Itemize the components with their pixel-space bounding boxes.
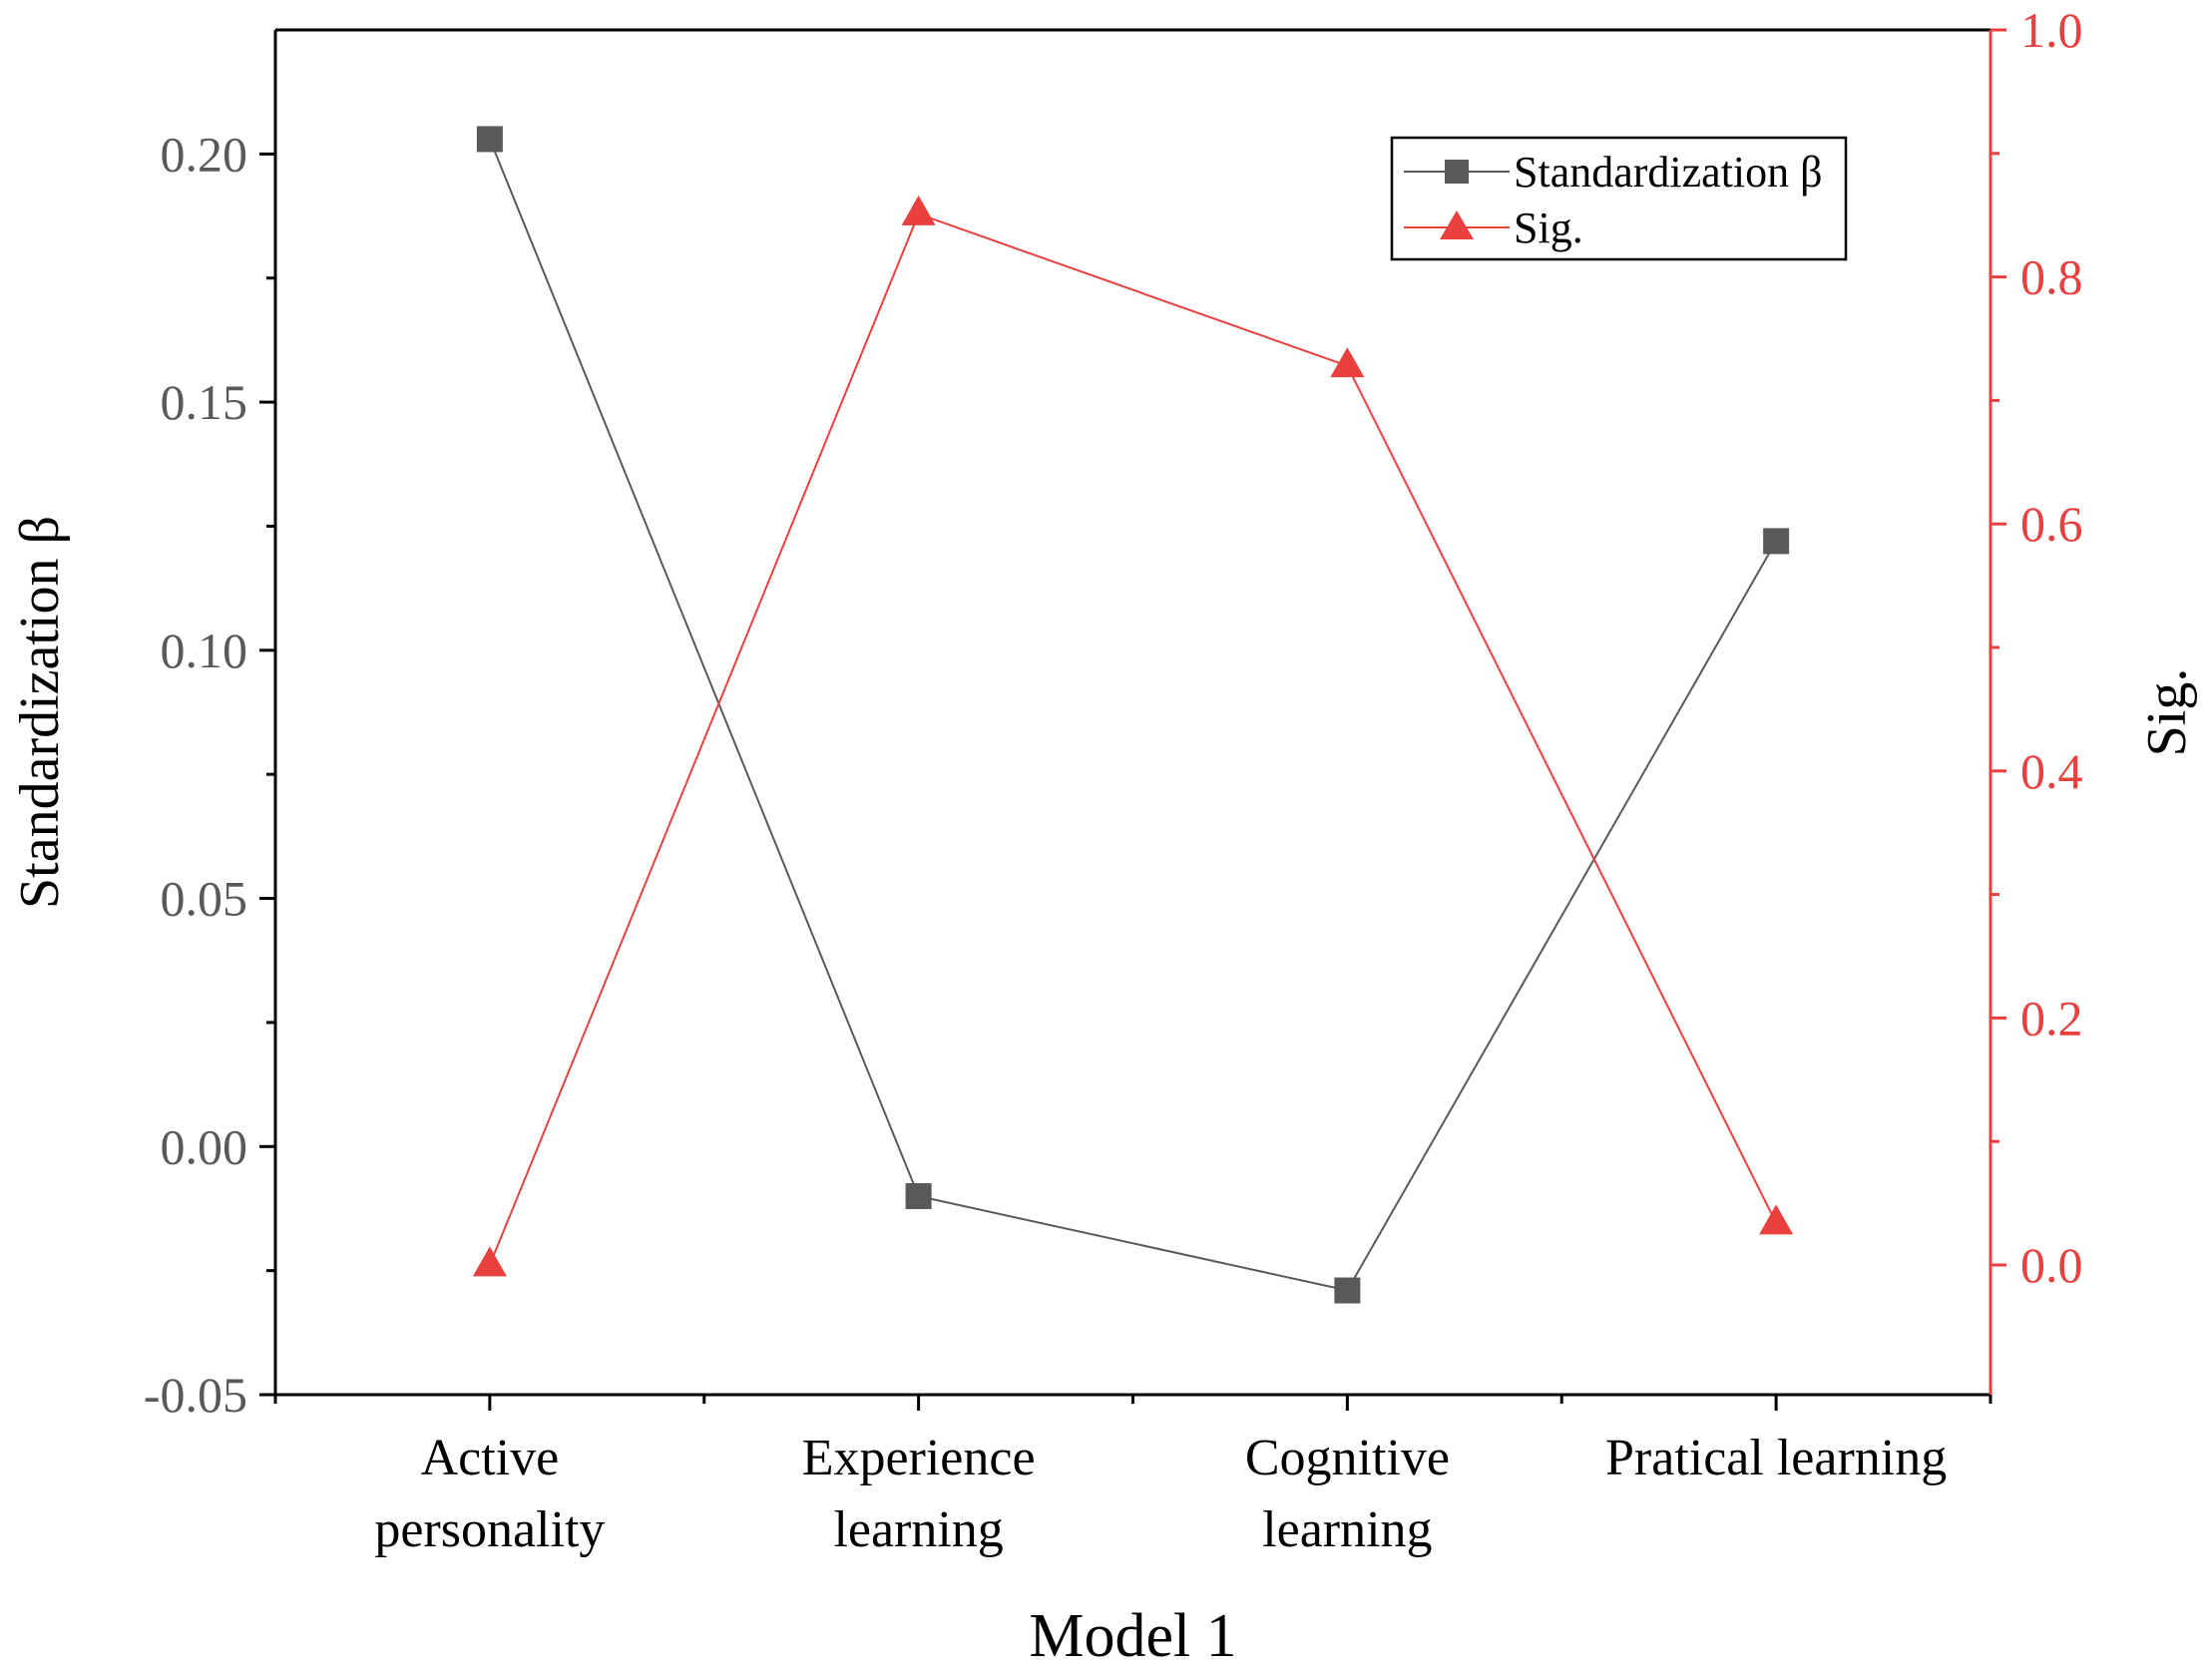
y-right-tick-label: 1.0: [2020, 2, 2083, 58]
data-point-square: [1334, 1277, 1361, 1304]
x-tick-label: Pratical learning: [1605, 1430, 1947, 1486]
y-right-tick-label: 0.4: [2020, 743, 2083, 799]
y-right-tick-label: 0.8: [2020, 249, 2083, 305]
series-line: [488, 139, 1777, 1292]
y-right-tick-label: 0.6: [2020, 496, 2083, 552]
x-tick-label: learning: [1262, 1501, 1432, 1558]
legend-label: Standardization β: [1514, 148, 1823, 197]
legend-swatch-marker: [1440, 210, 1474, 239]
x-tick-label: Experience: [802, 1430, 1036, 1486]
x-axis-label: Model 1: [1029, 1602, 1236, 1670]
series-line: [488, 212, 1778, 1266]
data-point-square: [476, 126, 503, 153]
labels: Standardization β Sig. Model 1: [9, 516, 2198, 1670]
data-point-square: [905, 1183, 932, 1210]
legend-swatch-marker: [1445, 160, 1469, 184]
y-right-tick-label: 0.2: [2020, 990, 2083, 1046]
data-point-triangle: [1759, 1204, 1794, 1235]
x-tick-label: personality: [374, 1501, 605, 1558]
data-point-square: [1763, 528, 1790, 555]
x-tick-label: Active: [421, 1430, 560, 1486]
y-left-tick-label: 0.15: [161, 374, 248, 430]
data-point-triangle: [472, 1246, 507, 1277]
x-tick-label: Cognitive: [1245, 1430, 1450, 1486]
y-axis-right-label: Sig.: [2136, 668, 2198, 757]
y-right-tick-label: 0.0: [2020, 1237, 2083, 1293]
axes: -0.05 0.00 0.05 0.10 0.15 0.20 0.0 0.2 0.4 0.6 0.8…: [144, 2, 2083, 1558]
y-left-tick-label: 0.00: [161, 1118, 248, 1174]
y-left-tick-label: 0.05: [161, 871, 248, 927]
legend-label: Sig.: [1514, 204, 1583, 252]
data-point-triangle: [901, 195, 936, 225]
y-left-tick-label: 0.20: [161, 126, 248, 182]
x-tick-label: learning: [833, 1501, 1003, 1558]
y-left-tick-label: 0.10: [161, 623, 248, 678]
legend: Standardization β Sig.: [1390, 136, 1848, 261]
y-axis-left-label: Standardization β: [9, 516, 71, 909]
series-layer: [472, 126, 1794, 1304]
y-left-tick-label: -0.05: [144, 1367, 247, 1423]
data-point-triangle: [1330, 347, 1365, 378]
